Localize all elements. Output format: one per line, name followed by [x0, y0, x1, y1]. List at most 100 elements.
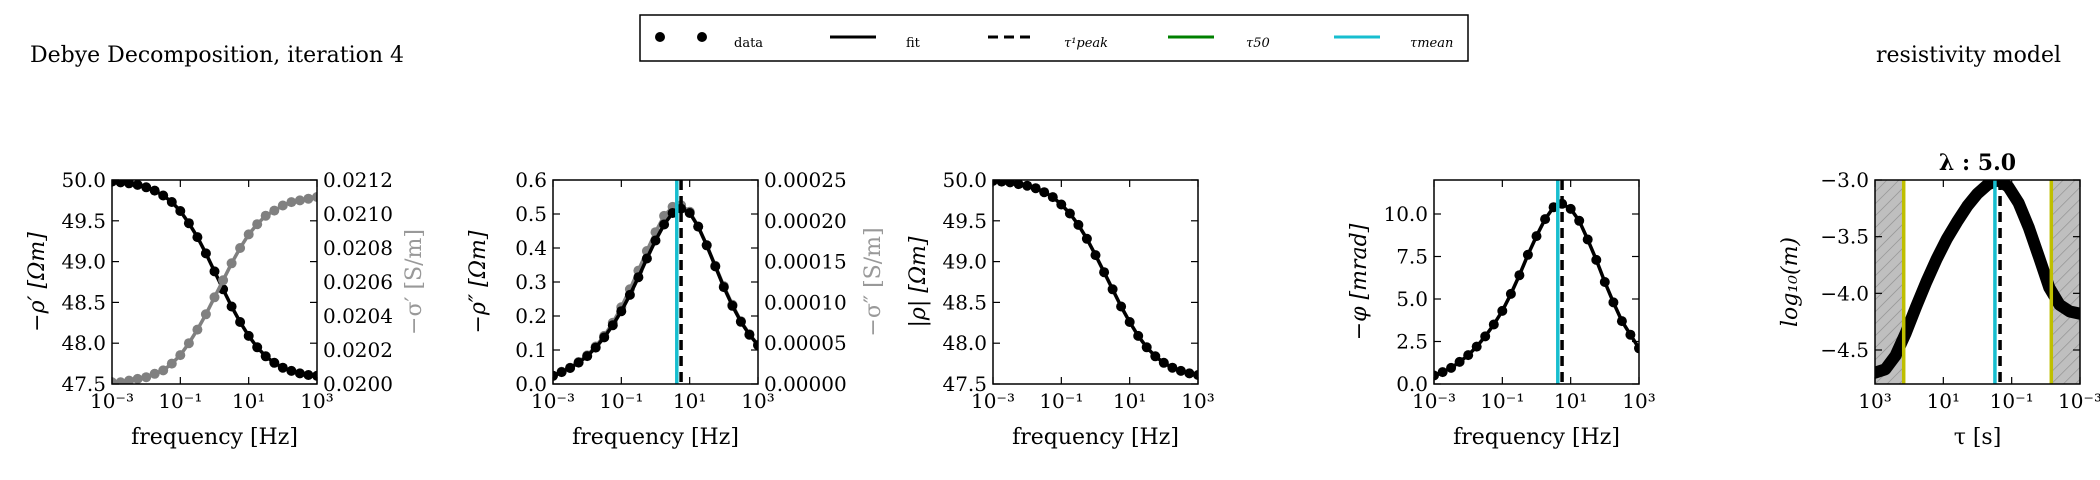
rho_real-data-point [124, 180, 135, 189]
phase-data-point [1437, 367, 1448, 378]
secondary-y-tick-label: 0.0210 [323, 202, 393, 226]
legend-entry-tau-peak: τ¹peak [988, 35, 1108, 51]
secondary-y-tick-label: 0.0212 [323, 168, 393, 192]
legend-tau-peak-label: τ¹peak [1064, 36, 1108, 51]
sigma_real-data-point [166, 358, 177, 369]
phase-data-point [1582, 234, 1593, 245]
rho_abs-data-point [1064, 208, 1075, 219]
y-tick-label: 47.5 [942, 372, 987, 396]
rho_imag-data-point [590, 342, 601, 353]
y-tick-label: 10.0 [1383, 202, 1428, 226]
phase-data-point [1591, 254, 1602, 265]
y-axis-label: −ρ′ [Ωm] [25, 232, 50, 332]
rho_abs-data-point [1133, 330, 1144, 341]
rho_abs-data-point [1081, 233, 1092, 244]
phase-data-point [1505, 288, 1516, 299]
y-axis-label: log₁₀(m) [1778, 237, 1803, 327]
rho_abs-data-point [996, 180, 1007, 187]
rho_real-data-point [141, 182, 152, 193]
rho_real-data-point [243, 330, 254, 341]
hatch-line [2051, 258, 2080, 289]
rho_real-data-point [294, 368, 305, 379]
legend-tau-mean-label: τmean [1410, 36, 1453, 51]
hatch-group [2051, 258, 2080, 289]
y-tick-label: 50.0 [61, 168, 106, 192]
hatch-line [1875, 270, 1904, 301]
y-tick-label: 48.5 [61, 290, 106, 314]
rho_abs-data-point [1167, 362, 1178, 373]
rho_real-data-point [286, 365, 297, 376]
y-tick-label: −3.0 [1820, 168, 1869, 192]
y-tick-label: −3.5 [1820, 225, 1869, 249]
rho_imag-data-point [641, 253, 652, 264]
hatch-group [1875, 210, 1904, 241]
legend-tau-50-label: τ50 [1246, 36, 1270, 51]
rho_abs-data-point [1005, 180, 1016, 188]
hatch-line [1875, 210, 1904, 241]
legend-fit-label: fit [906, 36, 921, 51]
y-tick-label: 48.0 [942, 331, 987, 355]
panel-3: 47.5 48.0 48.5 49.0 49.5 50.0 10⁻³ 10⁻¹ 10¹ 10³fr… [906, 168, 1215, 450]
phase-data-point [1599, 277, 1610, 287]
hatch-group [1875, 270, 1904, 301]
x-tick-label: 10⁻³ [2058, 389, 2100, 413]
rho_real-data-point [166, 197, 177, 207]
panels: 47.5 48.0 48.5 49.0 49.5 50.0 0.0200 0.0202 0.02… [25, 150, 2100, 450]
secondary-y-tick-label: 0.00020 [764, 209, 847, 233]
rho_real-data-point [260, 351, 271, 362]
rho_abs-data-point [1099, 267, 1110, 278]
panel-title: λ : 5.0 [1939, 150, 2016, 176]
y-tick-label: 7.5 [1396, 245, 1428, 269]
y-tick-label: 0.0 [515, 372, 547, 396]
secondary-y-tick-label: 0.00010 [764, 290, 847, 314]
y-tick-label: −4.0 [1820, 281, 1869, 305]
phase-data-point [1471, 341, 1482, 352]
rho_abs-data-point [1073, 219, 1084, 230]
panel-5: −4.5 −4.0 −3.5 −3.0 10³ 10¹ 10⁻¹ 10⁻³ τ [s] log₁₀… [1778, 150, 2100, 450]
rho_real-data-point [252, 342, 263, 353]
y-tick-label: 0.5 [515, 202, 547, 226]
relaxation_distribution-fit-line [1875, 180, 2080, 379]
secondary-y-tick-label: 0.0200 [323, 372, 393, 396]
rho_imag-data-point [650, 235, 661, 246]
x-tick-label: 10⁻³ [531, 389, 575, 413]
sigma_real-data-point [183, 338, 194, 349]
rho_abs-data-point [1022, 180, 1033, 191]
y-tick-label: 48.0 [61, 331, 106, 355]
rho_abs-data-point [1039, 187, 1050, 198]
secondary-y-tick-label: 0.00000 [764, 372, 847, 396]
legend-entry-fit: fit [830, 35, 921, 51]
y-tick-label: 5.0 [1396, 287, 1428, 311]
sigma_real-data-point [158, 365, 169, 376]
rho_real-data-point [200, 248, 211, 259]
sigma_real-data-point [294, 195, 305, 206]
y-tick-label: 48.5 [942, 290, 987, 314]
sigma_real-data-point [312, 192, 317, 202]
rho_imag-data-point [684, 208, 695, 218]
legend-entry-tau-mean: τmean [1334, 35, 1453, 51]
rho_abs-data-point [1013, 180, 1024, 190]
hatch-line [1875, 198, 1904, 229]
y-tick-label: 49.5 [61, 209, 106, 233]
secondary-y-tick-label: 0.0202 [323, 338, 393, 362]
y-tick-label: 49.0 [942, 250, 987, 274]
x-tick-label: 10¹ [1927, 389, 1960, 413]
rho_real-data-point [209, 266, 220, 277]
secondary-y-tick-label: 0.0208 [323, 236, 393, 260]
hatch-line [2051, 198, 2080, 229]
legend-data-label: data [734, 36, 763, 51]
rho_imag-data-point [735, 316, 746, 327]
plot-area [112, 180, 317, 384]
hatch-line [2051, 330, 2080, 361]
x-axis-label: frequency [Hz] [1012, 425, 1179, 450]
axes-frame [1874, 179, 2081, 385]
x-axis-label: τ [s] [1954, 425, 2002, 450]
axes-frame [992, 179, 1199, 385]
x-tick-label: 10⁻¹ [1480, 389, 1524, 413]
rho_real-data-point [235, 317, 246, 327]
phase-data-point [1446, 362, 1457, 373]
phase-data-point [1522, 249, 1533, 260]
hatch-group [1875, 258, 1904, 289]
